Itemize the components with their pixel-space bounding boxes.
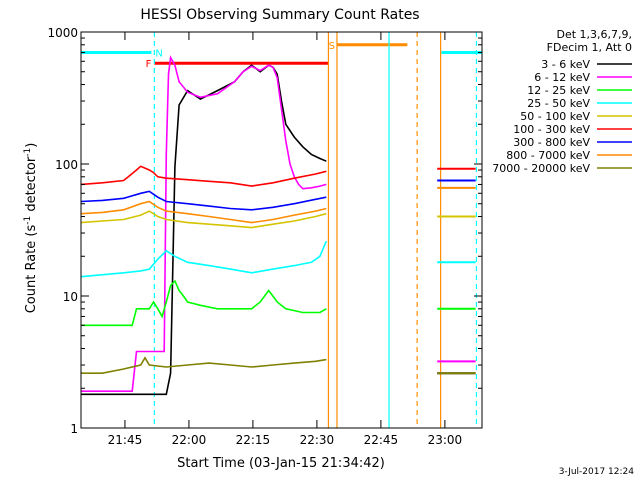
plot-frame — [80, 31, 483, 429]
legend-label-4: 50 - 100 keV — [520, 110, 590, 123]
x-tick-label: 22:45 — [364, 433, 399, 447]
y-tick-label: 10 — [63, 290, 78, 304]
legend-label-0: 3 - 6 keV — [541, 58, 590, 71]
flag-label: N — [155, 48, 162, 59]
legend-header-line-1: Det 1,3,6,7,9, — [556, 28, 632, 41]
x-tick-label: 22:00 — [172, 433, 207, 447]
legend-label-2: 12 - 25 keV — [527, 84, 590, 97]
y-axis-label: Count Rate (s-1 detector-1) — [23, 143, 39, 314]
y-axis-label-end: ) — [24, 143, 39, 148]
flag-label: S — [329, 41, 335, 52]
y-axis-label-main: Count Rate (s — [24, 225, 39, 314]
x-axis-label: Start Time (03-Jan-15 21:34:42) — [177, 456, 385, 471]
y-tick-label: 100 — [55, 158, 78, 172]
legend: Det 1,3,6,7,9, FDecim 1, Att 0 3 - 6 keV… — [492, 28, 632, 175]
y-axis-label-superscript-2: -1 — [23, 148, 33, 157]
series-line-1 — [81, 55, 327, 393]
legend-label-1: 6 - 12 keV — [534, 71, 590, 84]
series-line-4 — [80, 210, 327, 229]
series-line-0 — [81, 64, 327, 396]
series-line-2 — [81, 279, 327, 327]
legend-label-7: 800 - 7000 keV — [506, 149, 590, 162]
chart-title: HESSI Observing Summary Count Rates — [140, 7, 419, 23]
legend-label-6: 300 - 800 keV — [513, 136, 590, 149]
x-tick-label: 22:30 — [300, 433, 335, 447]
y-axis-label-middle: detector — [24, 156, 39, 216]
x-tick-label: 21:45 — [108, 433, 143, 447]
y-axis-label-superscript-1: -1 — [23, 216, 33, 225]
legend-label-8: 7000 - 20000 keV — [492, 162, 590, 175]
legend-label-3: 25 - 50 keV — [527, 97, 590, 110]
footer-date: 3-Jul-2017 12:24 — [559, 467, 635, 477]
series-line-8 — [81, 356, 327, 375]
legend-label-5: 100 - 300 keV — [513, 123, 590, 136]
series-line-6 — [80, 190, 327, 211]
x-tick-label: 23:00 — [428, 433, 463, 447]
flag-label: F — [146, 59, 152, 70]
axis-ticks: 21:45 22:00 22:15 22:30 22:45 23:00 1 10 100 1000 — [47, 26, 482, 447]
y-tick-label: 1 — [70, 422, 78, 436]
plot-content: NF S — [80, 32, 482, 428]
series-line-5 — [80, 165, 327, 187]
x-tick-label: 22:15 — [236, 433, 271, 447]
y-tick-label: 1000 — [47, 26, 78, 40]
series-line-7 — [80, 200, 327, 224]
legend-header-line-2: FDecim 1, Att 0 — [547, 41, 632, 54]
series-line-3 — [80, 240, 328, 278]
